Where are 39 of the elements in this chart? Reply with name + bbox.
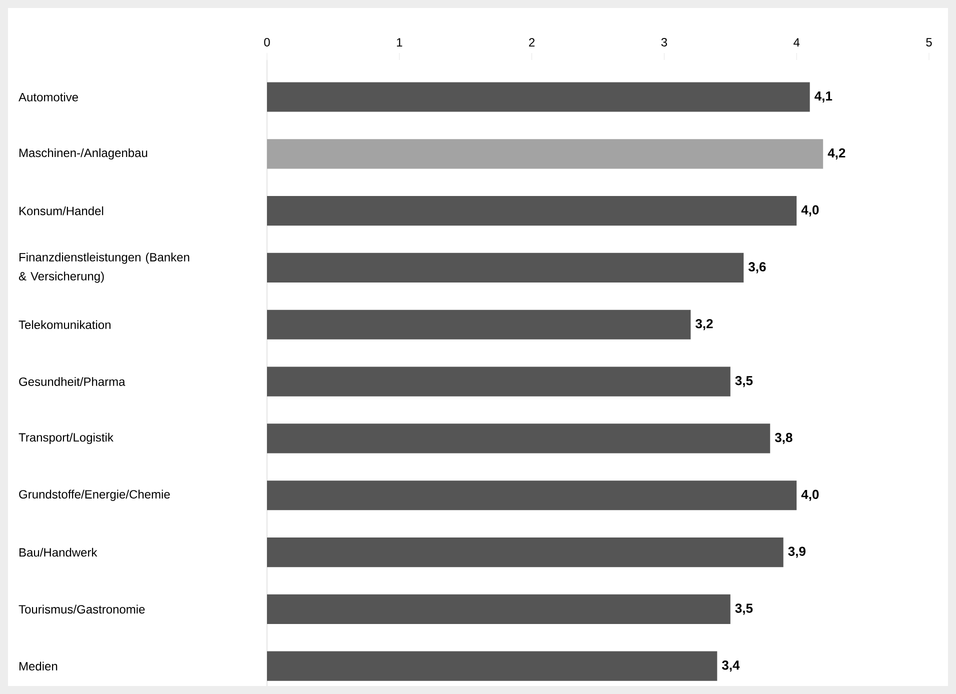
bar [267, 424, 770, 454]
data-label: 3,2 [696, 319, 713, 330]
data-label: 4,0 [801, 205, 819, 216]
data-label: 3,4 [722, 660, 740, 672]
data-label: 3,9 [788, 546, 806, 558]
bar [267, 139, 824, 169]
data-label: 3,5 [735, 376, 753, 388]
bar [267, 366, 730, 396]
y-tick-label: Automotive [18, 92, 78, 102]
x-tick-label: 0 [264, 38, 270, 46]
y-tick-label: Konsum/Handel [20, 206, 104, 216]
x-tick-label: 4 [794, 38, 800, 46]
y-tick-label: Transport/Logistik [18, 432, 114, 444]
y-tick-label: Bau/Handwerk [20, 548, 98, 557]
y-tick-label: Grundstoffe/Energie/Chemie [19, 490, 170, 501]
y-tick-label: Finanzdienstleistungen (Banken & Versicherung) [18, 252, 190, 283]
bar [267, 82, 810, 112]
y-tick-label: Tourismus/Gastronomie [18, 604, 145, 614]
data-label: 3,8 [774, 432, 792, 444]
x-tick-label: 5 [926, 38, 932, 46]
bar [267, 480, 797, 510]
data-label: 4,2 [828, 148, 846, 160]
bar [267, 252, 744, 283]
x-tick-label: 3 [661, 38, 668, 46]
bar [267, 196, 797, 226]
y-tick-label: Medien [20, 662, 58, 670]
bar [267, 310, 691, 340]
bar [267, 594, 730, 624]
data-label: 3,6 [748, 262, 766, 274]
x-tick-label: 1 [396, 38, 402, 46]
data-label: 3,5 [735, 604, 753, 615]
data-label: 4,0 [801, 490, 819, 501]
data-label: 4,1 [814, 92, 832, 102]
y-tick-label: Telekomunikation [18, 320, 110, 330]
bar [267, 537, 784, 568]
y-tick-label: Maschinen-/Anlagenbau [20, 148, 148, 160]
y-tick-label: Gesundheit/Pharma [19, 377, 126, 386]
bar [267, 651, 718, 681]
x-tick-label: 2 [529, 38, 535, 46]
